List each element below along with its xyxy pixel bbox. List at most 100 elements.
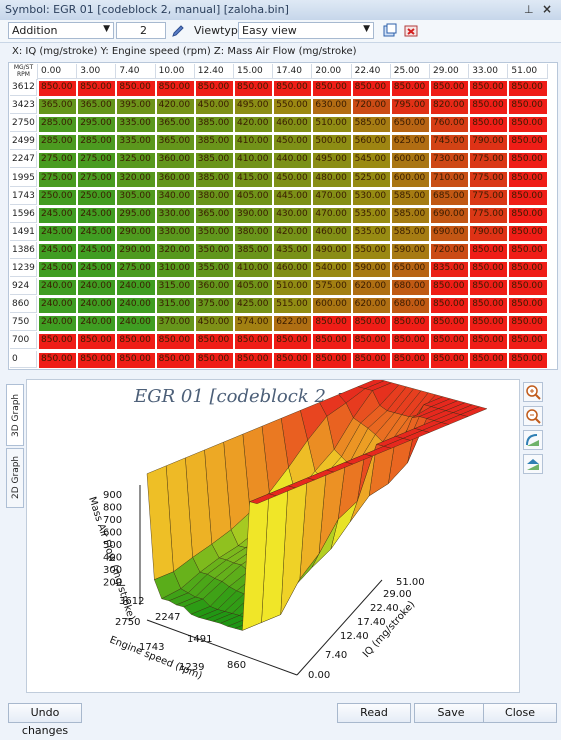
table-cell[interactable]: 285.00 [77,134,117,152]
table-cell[interactable]: 850.00 [508,152,548,170]
table-cell[interactable]: 690.00 [430,224,470,242]
table-cell[interactable]: 850.00 [390,80,430,98]
table-cell[interactable]: 540.00 [312,261,352,279]
table-cell[interactable]: 535.00 [351,206,391,224]
table-cell[interactable]: 305.00 [116,188,156,206]
table-cell[interactable]: 795.00 [390,98,430,116]
viewtype-select[interactable]: Easy view ▼ [238,22,374,39]
table-cell[interactable]: 240.00 [116,297,156,315]
table-cell[interactable]: 850.00 [508,297,548,315]
table-cell[interactable]: 620.00 [351,297,391,315]
table-cell[interactable]: 275.00 [116,261,156,279]
table-cell[interactable]: 550.00 [351,242,391,260]
table-cell[interactable]: 775.00 [469,188,509,206]
table-cell[interactable]: 790.00 [469,134,509,152]
table-cell[interactable]: 470.00 [312,188,352,206]
table-cell[interactable]: 622.00 [273,315,313,333]
read-button[interactable]: Read [337,703,411,723]
table-cell[interactable]: 600.00 [390,170,430,188]
table-cell[interactable]: 460.00 [273,116,313,134]
table-cell[interactable]: 240.00 [116,279,156,297]
table-cell[interactable]: 680.00 [390,297,430,315]
table-cell[interactable]: 685.00 [430,188,470,206]
tab-2d-graph[interactable]: 2D Graph [6,448,24,508]
table-cell[interactable]: 405.00 [234,279,274,297]
table-cell[interactable]: 600.00 [390,152,430,170]
table-cell[interactable]: 820.00 [430,98,470,116]
table-cell[interactable]: 470.00 [312,206,352,224]
table-cell[interactable]: 440.00 [273,152,313,170]
table-cell[interactable]: 245.00 [38,224,78,242]
table-cell[interactable]: 850.00 [38,351,78,369]
table-cell[interactable]: 850.00 [508,351,548,369]
table-cell[interactable]: 760.00 [430,116,470,134]
table-cell[interactable]: 850.00 [469,279,509,297]
table-cell[interactable]: 590.00 [351,261,391,279]
table-cell[interactable]: 775.00 [469,206,509,224]
table-cell[interactable]: 850.00 [430,315,470,333]
table-cell[interactable]: 240.00 [38,297,78,315]
table-cell[interactable]: 495.00 [312,152,352,170]
table-cell[interactable]: 435.00 [273,242,313,260]
table-cell[interactable]: 850.00 [430,333,470,351]
table-cell[interactable]: 850.00 [38,80,78,98]
graph-3d[interactable]: EGR 01 [codeblock 2, manual] 900 800 700 60… [26,379,520,693]
table-cell[interactable]: 290.00 [116,224,156,242]
table-cell[interactable]: 380.00 [194,188,234,206]
table-cell[interactable]: 285.00 [38,116,78,134]
table-cell[interactable]: 850.00 [508,261,548,279]
table-cell[interactable]: 850.00 [351,351,391,369]
revert-icon[interactable] [403,23,419,39]
table-cell[interactable]: 850.00 [469,333,509,351]
table-cell[interactable]: 320.00 [116,170,156,188]
table-cell[interactable]: 525.00 [351,170,391,188]
table-cell[interactable]: 315.00 [155,279,195,297]
table-cell[interactable]: 850.00 [469,116,509,134]
table-cell[interactable]: 850.00 [234,333,274,351]
table-cell[interactable]: 550.00 [273,98,313,116]
table-cell[interactable]: 850.00 [469,261,509,279]
table-cell[interactable]: 385.00 [194,116,234,134]
table-cell[interactable]: 850.00 [234,351,274,369]
table-cell[interactable]: 585.00 [390,188,430,206]
table-cell[interactable]: 850.00 [508,279,548,297]
table-cell[interactable]: 445.00 [273,188,313,206]
table-cell[interactable]: 275.00 [38,152,78,170]
table-cell[interactable]: 850.00 [469,351,509,369]
table-cell[interactable]: 585.00 [390,206,430,224]
table-cell[interactable]: 745.00 [430,134,470,152]
table-cell[interactable]: 250.00 [38,188,78,206]
table-cell[interactable]: 850.00 [430,297,470,315]
table-cell[interactable]: 245.00 [77,224,117,242]
table-cell[interactable]: 850.00 [508,170,548,188]
table-cell[interactable]: 240.00 [38,315,78,333]
table-cell[interactable]: 480.00 [312,170,352,188]
table-cell[interactable]: 850.00 [508,116,548,134]
table-cell[interactable]: 365.00 [155,134,195,152]
table-cell[interactable]: 350.00 [194,242,234,260]
table-cell[interactable]: 420.00 [234,116,274,134]
table-cell[interactable]: 850.00 [430,279,470,297]
table-cell[interactable]: 850.00 [77,80,117,98]
table-cell[interactable]: 365.00 [194,206,234,224]
table-cell[interactable]: 245.00 [38,206,78,224]
table-cell[interactable]: 385.00 [234,242,274,260]
table-cell[interactable]: 365.00 [38,98,78,116]
table-cell[interactable]: 850.00 [469,315,509,333]
table-cell[interactable]: 850.00 [430,351,470,369]
table-cell[interactable]: 630.00 [312,98,352,116]
mode-select[interactable]: Addition ▼ [8,22,114,39]
table-cell[interactable]: 395.00 [116,98,156,116]
table-cell[interactable]: 850.00 [194,351,234,369]
table-cell[interactable]: 850.00 [508,224,548,242]
table-cell[interactable]: 500.00 [312,134,352,152]
table-cell[interactable]: 850.00 [194,333,234,351]
table-cell[interactable]: 295.00 [77,116,117,134]
table-cell[interactable]: 375.00 [194,297,234,315]
table-cell[interactable]: 850.00 [194,80,234,98]
table-cell[interactable]: 380.00 [234,224,274,242]
table-cell[interactable]: 450.00 [194,315,234,333]
table-cell[interactable]: 245.00 [38,261,78,279]
table-cell[interactable]: 335.00 [116,116,156,134]
table-cell[interactable]: 575.00 [312,279,352,297]
